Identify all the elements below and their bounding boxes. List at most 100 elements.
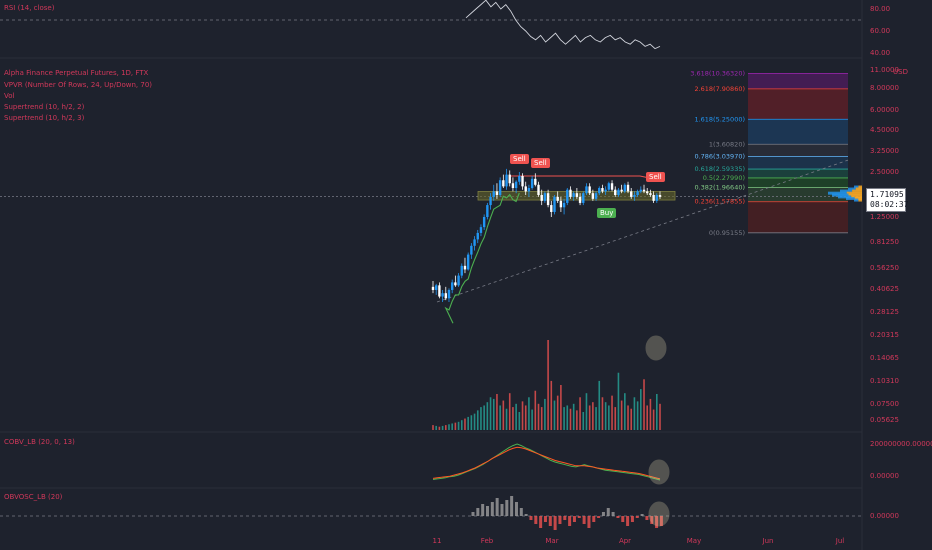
- vpvr-bar-up: [840, 189, 853, 193]
- candle-body: [457, 275, 460, 286]
- obvosc-bar: [635, 516, 639, 518]
- volume-bar: [521, 401, 524, 430]
- obvosc-bar: [529, 516, 533, 520]
- fib-level-label: 0.618(2.59335): [694, 165, 745, 173]
- volume-bar: [492, 398, 495, 430]
- volume-bar: [659, 403, 661, 430]
- volume-bar: [614, 407, 617, 430]
- cobv-legend[interactable]: COBV_LB (20, 0, 13): [4, 438, 75, 446]
- vpvr-bar-up: [854, 198, 859, 202]
- candle-body: [431, 286, 435, 290]
- obvosc-bar: [481, 504, 485, 516]
- obvosc-bar: [514, 502, 518, 516]
- volume-bar: [486, 402, 489, 430]
- candle-body: [438, 285, 441, 297]
- cobv-tick-label: 0.00000: [870, 472, 899, 480]
- volume-bar: [611, 395, 613, 430]
- price-tick-label: 0.07500: [870, 400, 899, 408]
- obvosc-bar: [650, 516, 654, 524]
- obvosc-bar: [548, 516, 552, 526]
- candle-body: [482, 217, 486, 228]
- obvosc-bar: [543, 516, 547, 522]
- volume-bar: [636, 401, 639, 430]
- fib-zone: [748, 156, 848, 170]
- volume-bar: [464, 418, 466, 430]
- candle-body: [646, 191, 649, 194]
- obvosc-bar: [626, 516, 630, 526]
- obvosc-bar: [572, 516, 576, 522]
- rsi-tick-label: 40.00: [870, 49, 890, 57]
- cobv-signal-line: [432, 446, 661, 480]
- obvosc-bar: [524, 514, 528, 516]
- volume-bar: [598, 380, 601, 430]
- obvosc-bar: [495, 498, 499, 516]
- candle-body: [550, 205, 553, 212]
- price-tick-label: 0.81250: [870, 238, 899, 246]
- candle-body: [514, 181, 518, 189]
- price-tick-label: 8.00000: [870, 84, 899, 92]
- fib-level-label: 3.618(10.36320): [690, 69, 745, 77]
- vpvr-bar-down: [854, 196, 862, 200]
- volume-bar: [579, 397, 581, 430]
- volume-bar: [569, 408, 572, 430]
- obvosc-bar: [510, 496, 514, 516]
- supertrend1-legend[interactable]: Supertrend (10, h/2, 2): [4, 103, 85, 111]
- cobv-tick-label: 200000000.00000: [870, 440, 932, 448]
- candle-body: [636, 191, 639, 195]
- volume-bar: [496, 394, 498, 430]
- rsi-legend[interactable]: RSI (14, close): [4, 4, 55, 12]
- candle-body: [473, 239, 476, 246]
- volume-bar: [435, 425, 437, 430]
- vpvr-bar-down: [855, 187, 862, 191]
- volume-bar: [524, 405, 527, 430]
- candle-body: [610, 183, 614, 190]
- vpvr-bar-down: [858, 198, 862, 202]
- candle-body: [521, 175, 524, 187]
- candle-body: [620, 189, 623, 192]
- candle-body: [470, 245, 473, 255]
- vpvr-bar-down: [848, 193, 862, 197]
- vol-legend[interactable]: Vol: [4, 92, 15, 100]
- candle-body: [534, 178, 537, 185]
- volume-bar: [585, 393, 588, 430]
- volume-bar: [576, 410, 578, 430]
- last-price-value: 1.71095: [870, 190, 904, 199]
- price-tick-label: 0.14065: [870, 354, 899, 362]
- volume-bar: [540, 407, 543, 430]
- candle-body: [630, 191, 633, 197]
- volume-bar: [457, 421, 460, 430]
- candle-body: [489, 196, 492, 206]
- volume-bar: [489, 397, 492, 430]
- volume-bar: [630, 408, 633, 430]
- supertrend2-legend[interactable]: Supertrend (10, h/2, 3): [4, 114, 85, 122]
- vpvr-bar-down: [851, 195, 862, 199]
- candle-body: [447, 289, 451, 299]
- candle-body: [505, 174, 508, 187]
- candle-body: [495, 191, 499, 195]
- vpvr-legend[interactable]: VPVR (Number Of Rows, 24, Up/Down, 70): [4, 81, 153, 89]
- volume-bar: [473, 413, 476, 430]
- volume-bar: [620, 400, 623, 430]
- volume-bar: [595, 407, 597, 430]
- candle-body: [537, 184, 540, 195]
- volume-bar: [588, 405, 591, 430]
- candle-body: [498, 180, 502, 195]
- sell-signal-badge: Sell: [646, 172, 665, 182]
- candle-body: [623, 184, 627, 192]
- volume-bar: [544, 398, 546, 430]
- symbol-title[interactable]: Alpha Finance Perpetual Futures, 1D, FTX: [4, 69, 149, 77]
- fib-level-label: 0.5(2.27990): [703, 174, 745, 182]
- obvosc-legend[interactable]: OBVOSC_LB (20): [4, 493, 63, 501]
- buy-signal-badge: Buy: [597, 208, 617, 218]
- obvosc-bar: [476, 508, 480, 516]
- obvosc-bar: [582, 516, 586, 524]
- obvosc-bar: [659, 516, 663, 526]
- cobv-line: [432, 443, 661, 481]
- price-tick-label: 4.50000: [870, 126, 899, 134]
- candle-body: [502, 180, 505, 187]
- highlight-annotation: [648, 459, 670, 485]
- time-tick-label: Apr: [619, 537, 631, 545]
- price-tick-label: 0.20315: [870, 331, 899, 339]
- highlight-annotation: [648, 501, 670, 527]
